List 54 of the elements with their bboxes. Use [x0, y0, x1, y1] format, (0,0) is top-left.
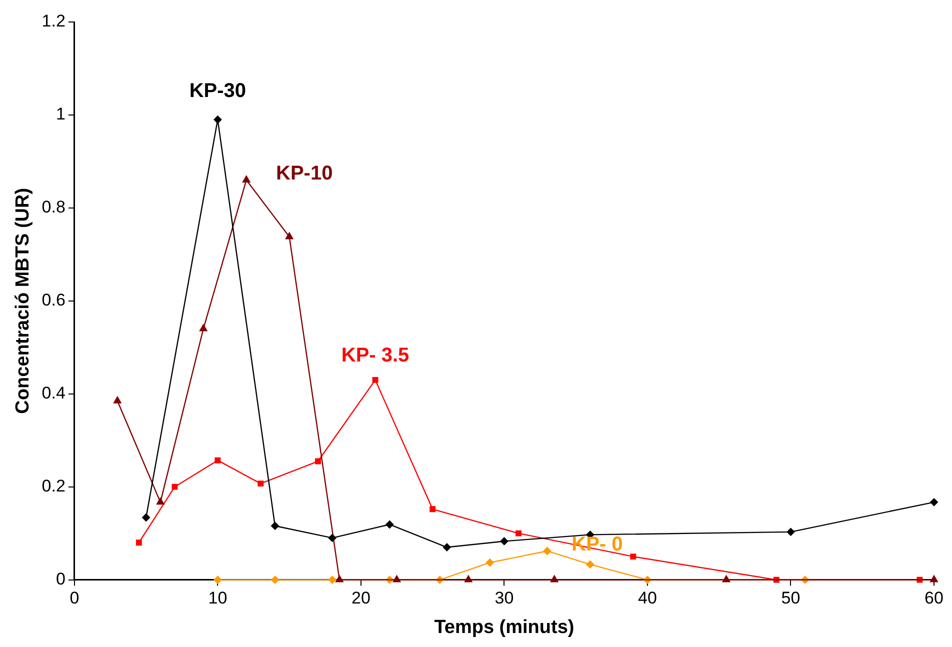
- series-label: KP-30: [189, 80, 246, 102]
- y-tick-label: 0.6: [42, 290, 66, 310]
- point: [214, 116, 222, 124]
- point: [786, 528, 795, 536]
- point: [464, 575, 472, 582]
- point: [142, 514, 150, 522]
- x-tick-label: 10: [208, 588, 228, 608]
- x-tick-label: 0: [70, 588, 80, 608]
- point: [392, 575, 401, 582]
- point: [172, 484, 178, 490]
- y-tick-label: 1.2: [42, 12, 66, 31]
- y-tick-label: 0.2: [42, 476, 66, 496]
- point: [315, 458, 321, 464]
- point: [930, 498, 938, 506]
- point: [586, 560, 594, 568]
- point: [543, 546, 552, 555]
- point: [258, 480, 264, 487]
- point: [486, 558, 494, 567]
- point: [242, 176, 250, 183]
- y-axis-title: Concentració MBTS (UR): [12, 188, 34, 414]
- x-tick-label: 50: [781, 588, 800, 608]
- point: [930, 575, 938, 582]
- x-tick-label: 20: [351, 588, 370, 608]
- point: [500, 537, 508, 546]
- point: [113, 396, 122, 404]
- point: [156, 498, 164, 505]
- point: [386, 520, 394, 528]
- y-tick-label: 0: [56, 569, 66, 588]
- point: [372, 376, 378, 383]
- x-tick-label: 60: [924, 588, 944, 608]
- point: [630, 554, 636, 560]
- point: [328, 576, 336, 584]
- point: [214, 576, 222, 584]
- y-tick-label: 0.8: [42, 198, 66, 217]
- point: [722, 575, 730, 582]
- point: [199, 324, 208, 332]
- x-tick-label: 40: [638, 588, 657, 608]
- series-label: KP-10: [276, 162, 333, 185]
- x-tick-label: 30: [494, 588, 514, 608]
- point: [136, 540, 142, 546]
- series-label: KP- 3.5: [341, 344, 410, 366]
- point: [442, 543, 451, 552]
- point: [271, 576, 279, 584]
- x-axis-title: Temps (minuts): [434, 616, 574, 638]
- point: [516, 530, 522, 536]
- point: [271, 522, 279, 530]
- point: [550, 575, 558, 582]
- point: [285, 232, 294, 240]
- point: [328, 534, 336, 542]
- y-tick-label: 0.4: [42, 384, 66, 403]
- point: [336, 575, 344, 582]
- point: [214, 457, 221, 464]
- y-tick-label: 1: [56, 104, 66, 124]
- point: [430, 506, 436, 512]
